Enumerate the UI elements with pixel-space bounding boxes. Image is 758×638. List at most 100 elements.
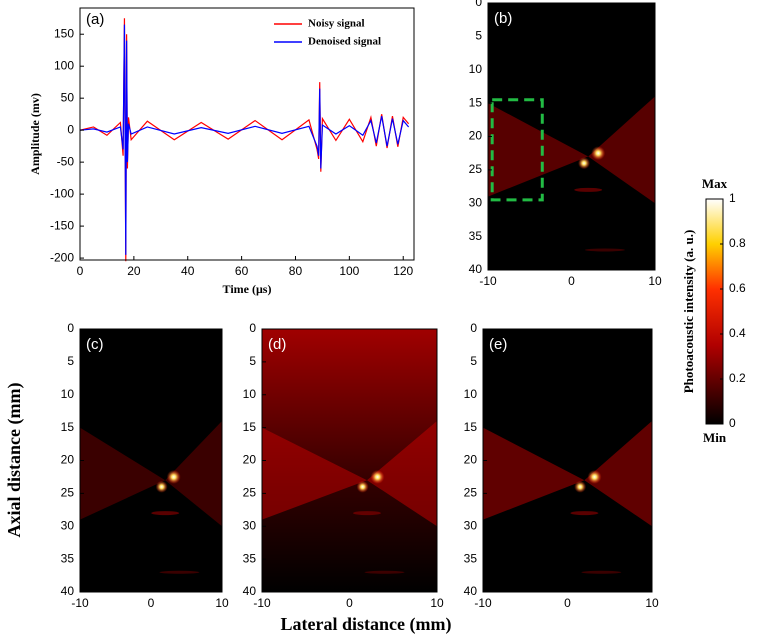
y-tick-label: 30	[61, 518, 75, 532]
plot-frame	[79, 7, 415, 261]
bright-spot	[370, 469, 385, 484]
panel-label: (e)	[489, 336, 507, 353]
y-tick-label: 5	[249, 354, 256, 368]
y-tick-label: -200	[50, 250, 74, 264]
x-tick-label: -10	[479, 274, 497, 288]
y-tick-label: -150	[50, 218, 74, 232]
colorbar-label: Photoacoustic intensity (a. u.)	[681, 230, 696, 394]
arc	[584, 248, 625, 252]
y-tick-label: -100	[50, 186, 74, 200]
y-tick-label: 15	[469, 95, 483, 109]
x-tick-label: 80	[289, 264, 303, 278]
y-tick-label: 30	[469, 195, 483, 209]
speckle	[80, 427, 166, 520]
bright-spot	[574, 480, 587, 493]
x-tick-label: 10	[215, 596, 229, 610]
y-tick-label: 20	[469, 129, 483, 143]
colorbar-tick-label: 0.4	[729, 326, 746, 340]
plot-frame	[261, 328, 438, 593]
x-tick-label: 0	[568, 274, 575, 288]
x-tick-label: -10	[71, 596, 89, 610]
y-tick-label: 35	[469, 229, 483, 243]
y-tick-label: 20	[243, 453, 257, 467]
image	[262, 329, 437, 592]
y-tick-label: 0	[67, 321, 74, 335]
y-tick-label: 5	[67, 354, 74, 368]
arc	[353, 511, 381, 516]
legend-label: Denoised signal	[308, 36, 381, 48]
image-bg	[80, 329, 222, 592]
bright-spot	[166, 469, 181, 484]
y-tick-label: 25	[61, 486, 75, 500]
colorbar-tick-label: 0.2	[729, 371, 746, 385]
y-tick-label: 35	[243, 551, 257, 565]
panel-label: (c)	[86, 336, 104, 353]
y-tick-label: 20	[464, 453, 478, 467]
lateral-label: Lateral distance (mm)	[281, 614, 452, 635]
x-tick-label: 10	[645, 596, 659, 610]
arc	[364, 570, 405, 574]
x-axis-label: Time (μs)	[223, 282, 272, 296]
x-tick-label: 0	[564, 596, 571, 610]
x-tick-label: 120	[393, 264, 413, 278]
speckle	[588, 96, 655, 204]
arc	[574, 187, 603, 192]
speckle	[488, 103, 589, 197]
arc	[570, 511, 599, 516]
arc	[151, 511, 180, 516]
panel-label: (a)	[86, 11, 104, 28]
y-tick-label: 30	[464, 518, 478, 532]
panel-label: (d)	[268, 336, 286, 353]
y-tick-label: 25	[243, 486, 257, 500]
image	[80, 329, 222, 592]
speckle	[165, 421, 222, 527]
x-tick-label: 0	[148, 596, 155, 610]
y-tick-label: 0	[67, 122, 74, 136]
speckle	[367, 421, 437, 527]
roi-box	[490, 98, 544, 202]
x-tick-label: 40	[181, 264, 195, 278]
y-tick-label: 10	[243, 387, 257, 401]
y-tick-label: 40	[464, 584, 478, 598]
colorbar-tick-label: 0	[729, 416, 736, 430]
y-tick-label: 30	[243, 518, 257, 532]
y-tick-label: 5	[470, 354, 477, 368]
plot-frame	[487, 2, 656, 271]
bright-spot	[356, 480, 369, 493]
y-tick-label: 150	[54, 26, 74, 40]
x-tick-label: -10	[253, 596, 271, 610]
y-tick-label: 5	[475, 29, 482, 43]
x-tick-label: 10	[648, 274, 662, 288]
y-tick-label: 35	[61, 551, 75, 565]
legend-label: Noisy signal	[308, 18, 365, 30]
y-tick-label: 10	[464, 387, 478, 401]
plot-frame	[482, 328, 653, 593]
y-tick-label: 50	[61, 90, 75, 104]
colorbar-tick-label: 1	[729, 191, 736, 205]
y-tick-label: 15	[243, 420, 257, 434]
y-tick-label: 100	[54, 58, 74, 72]
bright-spot	[591, 146, 606, 161]
image-bg	[488, 3, 655, 270]
colorbar	[705, 198, 724, 425]
y-tick-label: 0	[249, 321, 256, 335]
colorbar-tick-label: 0.6	[729, 281, 746, 295]
y-tick-label: 20	[61, 453, 75, 467]
y-tick-label: 25	[464, 486, 478, 500]
y-tick-label: 15	[464, 420, 478, 434]
x-tick-label: 10	[430, 596, 444, 610]
x-tick-label: 0	[346, 596, 353, 610]
speckle	[483, 427, 585, 520]
y-axis-label: Amplitude (mv)	[28, 93, 42, 175]
x-tick-label: 100	[339, 264, 359, 278]
colorbar-min: Min	[703, 430, 727, 445]
panel-label: (b)	[494, 10, 512, 27]
y-tick-label: 10	[469, 62, 483, 76]
y-tick-label: 40	[61, 584, 75, 598]
arc	[581, 570, 622, 574]
y-tick-label: 25	[469, 162, 483, 176]
y-tick-label: 35	[464, 551, 478, 565]
image	[488, 3, 655, 270]
bright-spot	[587, 469, 602, 484]
